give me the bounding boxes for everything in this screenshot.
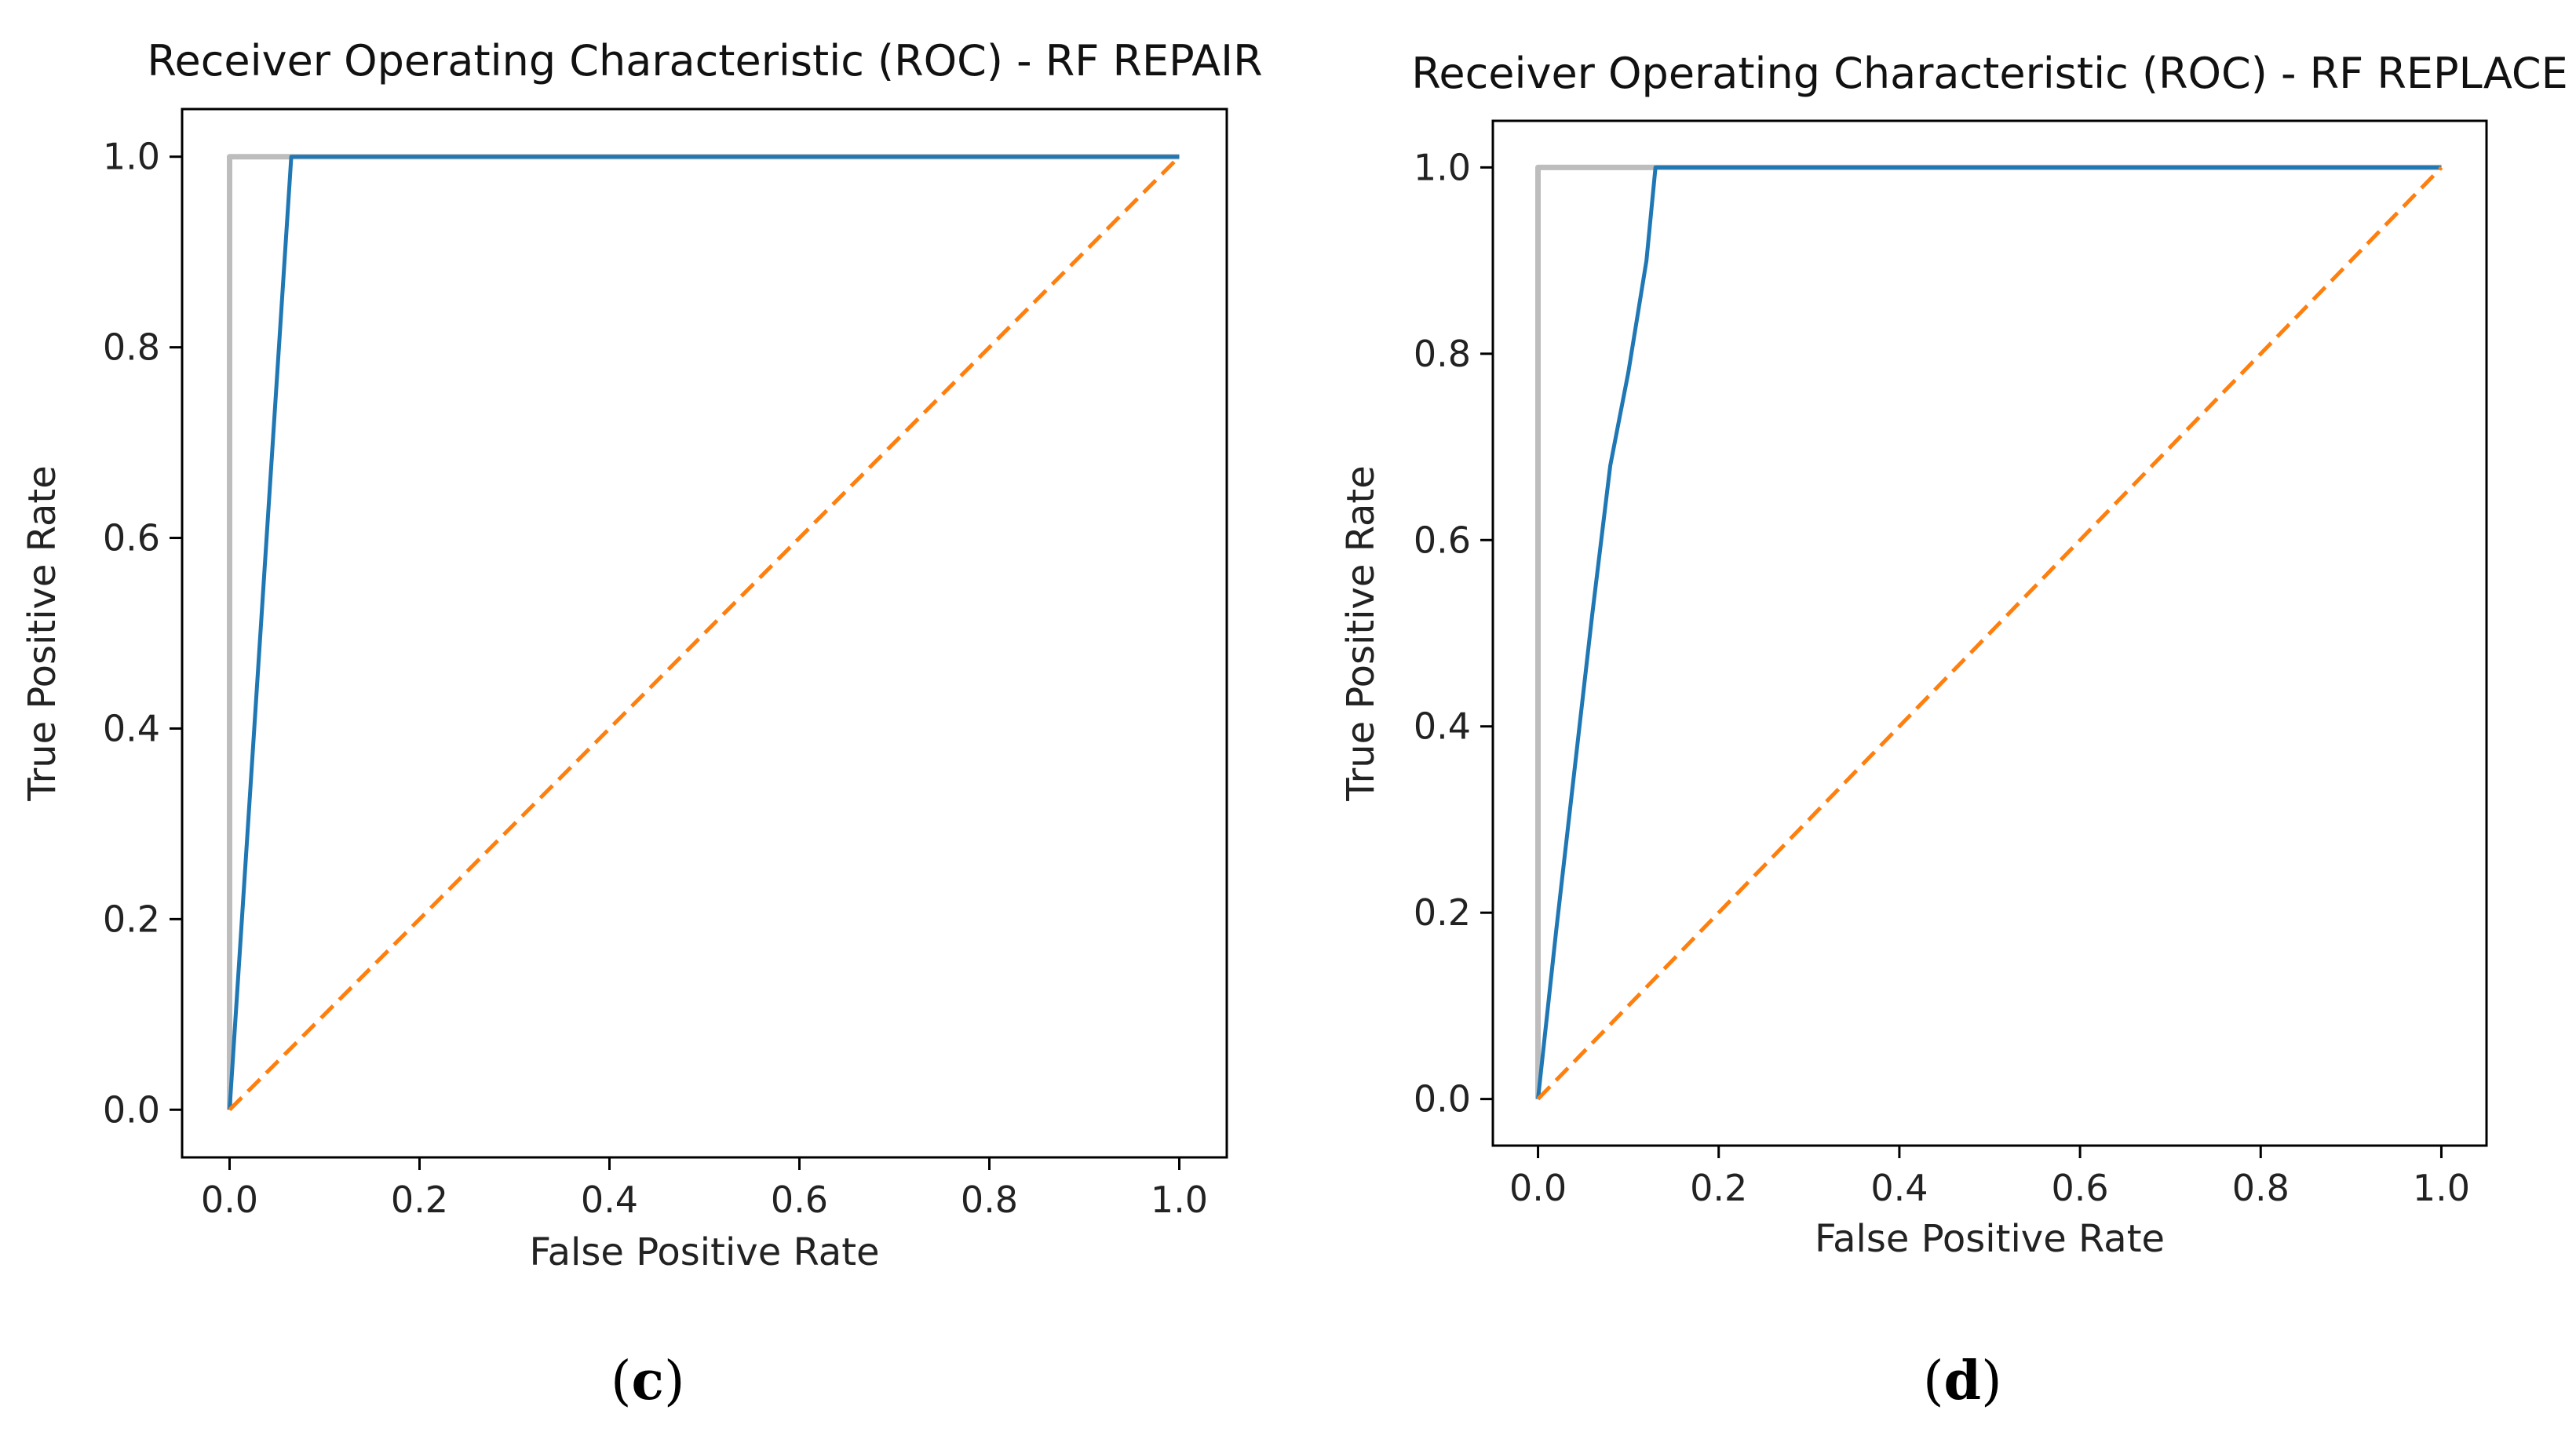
series-chance-line: [228, 155, 1181, 1112]
panel-caption-c: (c): [611, 1350, 685, 1412]
x-tick-label: 0.8: [961, 1179, 1018, 1221]
y-tick-label: 0.8: [103, 326, 160, 369]
panel-caption-d: (d): [1923, 1350, 2002, 1412]
y-tick-label: 0.4: [1414, 705, 1471, 748]
y-tick-label: 1.0: [1414, 146, 1471, 188]
y-tick-label: 0.2: [103, 898, 160, 940]
y-axis-label: True Positive Rate: [1339, 465, 1383, 802]
x-tick-label: 0.0: [1509, 1167, 1567, 1209]
plot-frame: [181, 107, 1228, 1159]
y-tick-label: 0.2: [1414, 891, 1471, 934]
chart-title: Receiver Operating Characteristic (ROC) …: [1411, 49, 2567, 98]
x-tick-label: 0.2: [1690, 1167, 1747, 1209]
x-axis-label: False Positive Rate: [1815, 1217, 2165, 1261]
x-tick-label: 0.4: [581, 1179, 638, 1221]
y-tick-label: 1.0: [103, 136, 160, 178]
x-tick-label: 1.0: [1151, 1179, 1208, 1221]
plot-frame: [1491, 119, 2488, 1147]
x-tick-label: 0.2: [391, 1179, 448, 1221]
series-roc-line: [228, 155, 1180, 1110]
y-tick-label: 0.0: [1414, 1078, 1471, 1121]
roc-chart-replace: 0.0 0.2 0.4 0.6 0.8 1.0 0.0 0.2 0.4 0.6 0.8 1.0 Rece…: [1339, 49, 2568, 1261]
y-tick-label: 0.0: [103, 1088, 160, 1131]
y-tick-label: 0.6: [103, 517, 160, 559]
x-tick-label: 0.6: [2052, 1167, 2109, 1209]
y-tick-label: 0.4: [103, 707, 160, 749]
x-tick-label: 0.0: [201, 1179, 258, 1221]
x-axis-label: False Positive Rate: [529, 1230, 879, 1274]
y-tick-label: 0.6: [1414, 519, 1471, 561]
x-tick-label: 1.0: [2413, 1167, 2470, 1209]
y-tick-label: 0.8: [1414, 333, 1471, 375]
panel-label-c: c: [631, 1350, 664, 1412]
roc-chart-repair: 0.0 0.2 0.4 0.6 0.8 1.0 0.0 0.2 0.4 0.6 0.8 1.0 Rece…: [20, 36, 1263, 1274]
series-chance-line: [1536, 166, 2443, 1101]
chart-title: Receiver Operating Characteristic (ROC) …: [147, 36, 1262, 86]
series-roc-line: [1536, 165, 2442, 1099]
x-tick-label: 0.4: [1870, 1167, 1928, 1209]
x-tick-label: 0.8: [2232, 1167, 2290, 1209]
y-axis-label: True Positive Rate: [20, 465, 64, 802]
x-tick-label: 0.6: [771, 1179, 828, 1221]
panel-label-d: d: [1943, 1350, 1982, 1412]
